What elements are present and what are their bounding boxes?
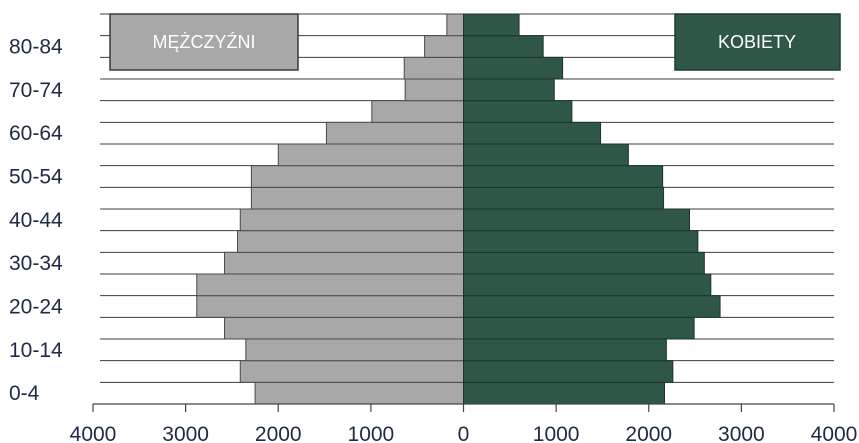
legend-men-label: MĘŻCZYŹNI xyxy=(153,32,256,52)
bar-men-5-9 xyxy=(239,360,464,383)
x-tick-label: 4000 xyxy=(70,423,117,443)
legend-women: KOBIETY xyxy=(674,13,841,71)
age-label-80-84: 80-84 xyxy=(9,36,63,59)
bar-men-40-44 xyxy=(239,208,464,232)
bar-women-20-24 xyxy=(463,295,721,318)
age-label-70-74: 70-74 xyxy=(9,79,63,102)
legend-women-box xyxy=(674,13,841,71)
bar-women-0-4 xyxy=(463,381,665,405)
bar-men-0-4 xyxy=(254,381,464,405)
x-tick-label: 2000 xyxy=(625,423,672,443)
bar-women-75-79 xyxy=(463,56,564,80)
bar-men-35-39 xyxy=(236,230,464,253)
bar-women-50-54 xyxy=(463,165,664,188)
bar-men-50-54 xyxy=(250,165,464,188)
age-label-40-44: 40-44 xyxy=(9,209,63,232)
bar-men-65-69 xyxy=(371,100,464,123)
bars xyxy=(196,13,721,405)
bar-men-15-19 xyxy=(224,316,464,340)
legend-women-label: KOBIETY xyxy=(718,32,796,52)
age-label-30-34: 30-34 xyxy=(9,252,63,275)
x-tick-label: 4000 xyxy=(811,423,858,443)
bar-men-25-29 xyxy=(196,273,465,297)
bar-women-40-44 xyxy=(463,208,691,232)
bar-men-30-34 xyxy=(224,251,464,275)
bar-women-45-49 xyxy=(463,186,665,210)
x-tick-label: 3000 xyxy=(718,423,765,443)
bar-men-60-64 xyxy=(325,121,465,145)
x-tick-label: 2000 xyxy=(255,423,302,443)
bar-women-15-19 xyxy=(463,316,695,340)
bar-men-20-24 xyxy=(196,295,465,318)
bar-men-55-59 xyxy=(277,143,464,167)
bar-women-80-84 xyxy=(463,35,544,58)
bar-women-30-34 xyxy=(463,251,705,275)
bar-women-35-39 xyxy=(463,230,699,253)
x-tick-label: 1000 xyxy=(348,423,395,443)
bar-men-10-14 xyxy=(245,338,464,362)
x-tick-label: 3000 xyxy=(162,423,209,443)
age-label-0-4: 0-4 xyxy=(9,382,40,405)
bar-women-60-64 xyxy=(463,121,602,145)
x-tick-label: 1000 xyxy=(533,423,580,443)
age-label-60-64: 60-64 xyxy=(9,122,63,145)
legend-men-box xyxy=(109,13,299,71)
bar-men-70-74 xyxy=(404,78,464,102)
bar-men-85+ xyxy=(446,13,465,37)
x-axis: 4000 3000 2000 1000 0 1000 2000 3000 4000 xyxy=(70,403,858,443)
bar-women-5-9 xyxy=(463,360,674,383)
age-label-10-14: 10-14 xyxy=(9,339,63,362)
legend-men: MĘŻCZYŹNI xyxy=(109,13,299,71)
bar-women-65-69 xyxy=(463,100,573,123)
bar-men-45-49 xyxy=(250,186,464,210)
x-tick-label: 0 xyxy=(458,423,470,443)
bar-men-80-84 xyxy=(424,35,465,58)
age-label-20-24: 20-24 xyxy=(9,296,63,319)
bar-women-55-59 xyxy=(463,143,629,167)
bar-men-75-79 xyxy=(403,56,464,80)
bar-women-25-29 xyxy=(463,273,712,297)
bar-women-70-74 xyxy=(463,78,555,102)
bar-women-85+ xyxy=(463,13,520,37)
age-label-50-54: 50-54 xyxy=(9,166,63,189)
bar-women-10-14 xyxy=(463,338,667,362)
y-axis-labels: 0-4 10-14 20-24 30-34 40-44 50-54 60-64 70-74 80… xyxy=(9,36,63,406)
